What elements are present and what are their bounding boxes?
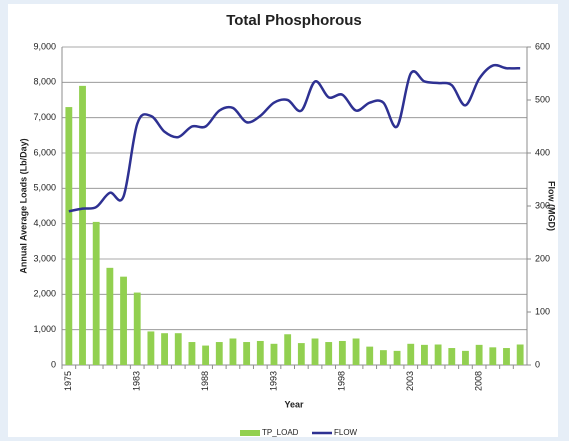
bar [243,342,251,365]
bar [174,333,182,365]
bar [147,331,155,365]
y-tick-label: 0 [51,359,56,369]
bar [379,350,387,365]
legend-label: FLOW [334,428,358,437]
y-tick-label: 2,000 [33,289,56,299]
y-tick-label: 9,000 [33,41,56,51]
x-tick-label: 2008 [474,371,484,391]
y2-tick-label: 500 [535,94,550,104]
y2-tick-label: 300 [535,200,550,210]
legend-label: TP_LOAD [262,428,299,437]
y-axis-title: Annual Average Loads (Lb/Day) [18,138,28,273]
bar [338,340,346,365]
bar [188,342,196,365]
bar [229,338,237,365]
bar [434,344,442,365]
x-tick-label: 1993 [268,371,278,391]
y-tick-label: 5,000 [33,183,56,193]
bar [448,348,456,365]
bar [407,343,415,365]
bar [352,338,360,365]
bar [106,267,114,365]
bar [393,350,401,365]
x-tick-label: 1975 [63,371,73,391]
bar [311,338,319,365]
y2-tick-label: 200 [535,253,550,263]
bar [503,348,510,365]
bar [161,333,168,365]
y-tick-label: 8,000 [33,77,56,87]
bar [325,342,333,365]
y2-tick-label: 400 [535,147,550,157]
bar [284,334,292,365]
flow-line [68,63,521,213]
bar [475,344,483,365]
legend-swatch [240,430,260,436]
bar [256,340,264,365]
bar [270,343,278,365]
bar [65,107,73,366]
x-tick-label: 1998 [337,371,347,391]
bar [133,292,141,365]
bar [421,344,428,365]
bar [79,85,86,365]
y2-axis-title: Flow (MGD) [547,181,557,231]
bar [516,344,524,365]
bar [92,221,100,365]
bar [202,345,210,365]
bar [297,343,305,365]
x-tick-label: 1983 [132,371,142,391]
x-axis-title: Year [284,399,304,409]
bar [489,347,497,365]
x-tick-label: 1988 [200,371,210,391]
y-tick-label: 6,000 [33,147,56,157]
y2-tick-label: 100 [535,306,550,316]
y2-tick-label: 600 [535,41,550,51]
x-tick-label: 2003 [405,371,415,391]
y-tick-label: 1,000 [33,324,56,334]
y2-tick-label: 0 [535,359,540,369]
bar [462,350,469,365]
bar [366,346,374,365]
y-tick-label: 3,000 [33,253,56,263]
chart-title: Total Phosphorous [226,12,362,29]
bar [120,276,127,365]
bar [215,342,223,365]
y-tick-label: 7,000 [33,112,56,122]
y-tick-label: 4,000 [33,218,56,228]
